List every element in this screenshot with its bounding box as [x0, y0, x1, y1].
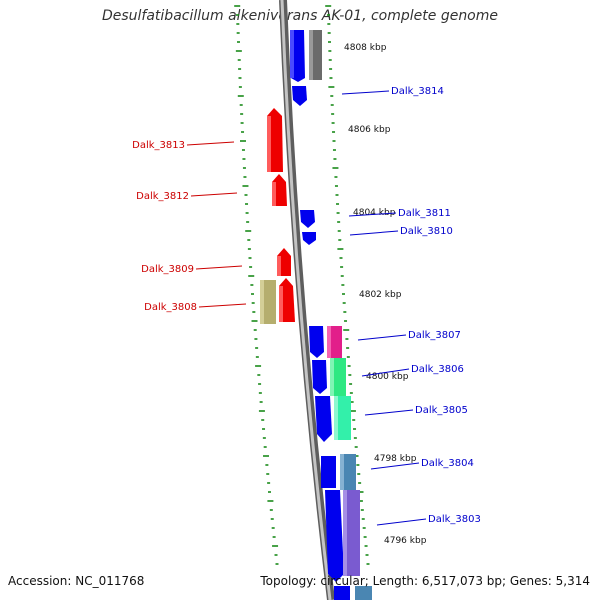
scale-label: 4800 kbp — [366, 372, 409, 382]
label-connector — [376, 518, 427, 526]
label-connector — [370, 462, 420, 470]
gene-blue-top — [290, 30, 305, 82]
minus-strand-labels — [186, 141, 247, 308]
gene-label-dalk-3803[interactable]: Dalk_3803 — [428, 514, 481, 525]
gene-dalk-3804 — [321, 454, 356, 490]
label-connector — [361, 368, 410, 377]
gene-label-dalk-3811[interactable]: Dalk_3811 — [398, 208, 451, 219]
scale-label: 4808 kbp — [344, 43, 387, 53]
gene-dalk-3808 — [279, 278, 295, 322]
gene-label-dalk-3810[interactable]: Dalk_3810 — [400, 226, 453, 237]
scale-label: 4802 kbp — [359, 290, 402, 300]
gene-dalk-3807 — [309, 326, 342, 358]
gene-label-dalk-3809[interactable]: Dalk_3809 — [141, 264, 194, 275]
scale-label: 4806 kbp — [348, 125, 391, 135]
gene-label-dalk-3812[interactable]: Dalk_3812 — [136, 191, 189, 202]
gene-label-dalk-3808[interactable]: Dalk_3808 — [144, 302, 197, 313]
gene-dalk-3809 — [277, 248, 291, 276]
gene-gray-top — [309, 30, 322, 80]
gene-dalk-3811 — [300, 210, 315, 228]
label-connector — [349, 230, 399, 236]
gene-dalk-3805 — [315, 396, 351, 442]
gene-dalk-3806 — [312, 358, 346, 396]
scale-label: 4796 kbp — [384, 536, 427, 546]
label-connector — [195, 265, 243, 270]
label-connector — [198, 303, 247, 308]
scale-labels: 4808 kbp 4806 kbp 4804 kbp 4802 kbp 4800… — [344, 43, 427, 546]
gene-label-dalk-3813[interactable]: Dalk_3813 — [132, 140, 185, 151]
gene-dalk-3803 — [325, 490, 360, 582]
map-title: Desulfatibacillum alkenivorans AK-01, co… — [101, 8, 499, 24]
label-connector — [364, 409, 414, 416]
right-tick-track — [325, 5, 370, 565]
gene-label-dalk-3804[interactable]: Dalk_3804 — [421, 458, 474, 469]
gene-bottom-partial — [334, 586, 372, 600]
label-connector — [357, 334, 407, 341]
left-tick-track — [234, 5, 279, 565]
gene-label-dalk-3806[interactable]: Dalk_3806 — [411, 364, 464, 375]
gene-dalk-3808-secondary — [260, 280, 276, 324]
label-connector — [341, 90, 390, 95]
gene-label-dalk-3814[interactable]: Dalk_3814 — [391, 86, 444, 97]
plus-strand-labels — [341, 90, 427, 526]
gene-dalk-3814 — [292, 86, 307, 106]
gene-features — [260, 30, 372, 600]
gene-dalk-3810 — [302, 232, 316, 245]
gene-dalk-3813 — [267, 108, 283, 172]
accession-text: Accession: NC_011768 — [8, 574, 145, 588]
label-connector — [186, 141, 235, 146]
label-connector — [348, 212, 397, 217]
scale-label: 4798 kbp — [374, 454, 417, 464]
genome-backbone-highlight — [280, 0, 332, 600]
gene-dalk-3812 — [272, 174, 287, 206]
gene-label-dalk-3807[interactable]: Dalk_3807 — [408, 330, 461, 341]
genome-summary-text: Topology: circular; Length: 6,517,073 bp… — [260, 574, 590, 588]
label-connector — [190, 192, 238, 197]
scale-label: 4804 kbp — [353, 208, 396, 218]
gene-label-dalk-3805[interactable]: Dalk_3805 — [415, 405, 468, 416]
